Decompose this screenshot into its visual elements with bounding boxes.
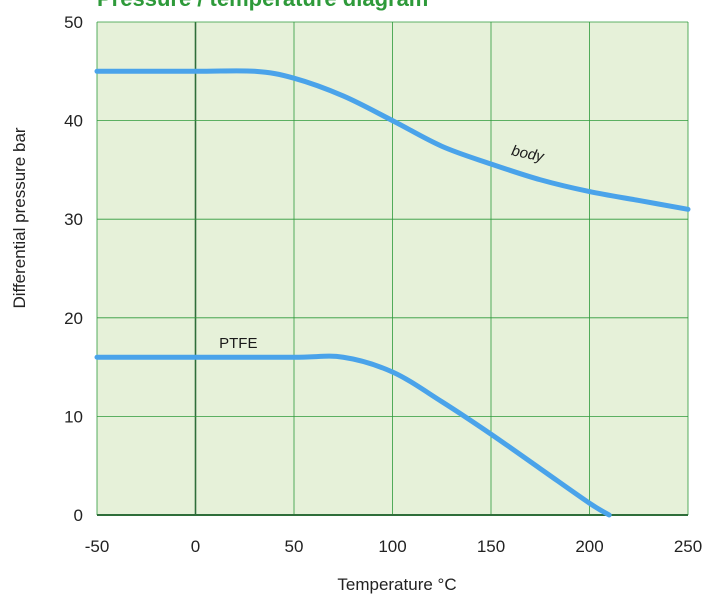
y-tick-label: 10 [64, 407, 83, 426]
series-line-ptfe [94, 353, 612, 518]
x-tick-label: 150 [477, 537, 505, 556]
x-axis-ticks: -50 0 50 100 150 200 250 [85, 537, 702, 556]
chart-title: Pressure / temperature diagram [97, 0, 428, 11]
y-axis-ticks: 0 10 20 30 40 50 [64, 13, 83, 525]
x-tick-label: -50 [85, 537, 110, 556]
y-tick-label: 0 [74, 506, 83, 525]
x-tick-label: 200 [575, 537, 603, 556]
series-label-body: body [510, 142, 547, 166]
y-axis-title: Differential pressure bar [10, 127, 29, 308]
y-tick-label: 40 [64, 112, 83, 131]
x-tick-label: 0 [191, 537, 200, 556]
x-axis-title: Temperature °C [337, 575, 456, 594]
grid-lines [96, 21, 689, 516]
series-label-ptfe: PTFE [219, 335, 257, 352]
series-line-body [94, 68, 691, 212]
y-tick-label: 20 [64, 309, 83, 328]
series-labels: body PTFE [219, 142, 547, 352]
x-tick-label: 50 [285, 537, 304, 556]
series-lines [94, 68, 691, 518]
x-tick-label: 250 [674, 537, 702, 556]
x-tick-label: 100 [378, 537, 406, 556]
y-tick-label: 50 [64, 13, 83, 32]
y-tick-label: 30 [64, 210, 83, 229]
